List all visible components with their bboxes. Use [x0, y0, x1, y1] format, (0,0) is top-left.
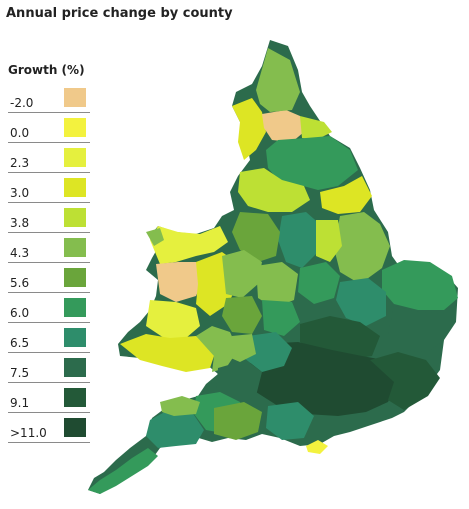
region-north-yorkshire — [266, 136, 358, 190]
legend-label: 0.0 — [10, 126, 30, 140]
legend-row: 4.3 — [8, 233, 90, 263]
region-devon — [146, 408, 204, 448]
legend-label: -2.0 — [10, 96, 34, 110]
legend-label: 3.8 — [10, 216, 30, 230]
region-glamorgan — [196, 326, 238, 372]
legend-row: 6.5 — [8, 323, 90, 353]
legend-label: 4.3 — [10, 246, 30, 260]
legend-swatch — [64, 418, 86, 437]
legend-row: 5.6 — [8, 263, 90, 293]
legend-row: -2.0 — [8, 83, 90, 113]
region-durham — [262, 110, 304, 142]
legend-label: 6.5 — [10, 336, 30, 350]
region-norfolk — [382, 260, 458, 310]
region-ceredigion — [146, 300, 200, 338]
legend-swatch — [64, 148, 86, 167]
region-east-yorkshire — [320, 176, 372, 214]
region-derbyshire — [278, 212, 322, 268]
region-nottinghamshire — [316, 220, 342, 262]
region-cumbria — [232, 98, 266, 160]
region-north-wales — [150, 226, 228, 264]
region-south-wales — [120, 334, 216, 372]
region-warwickshire — [262, 300, 300, 336]
region-kent — [370, 352, 440, 410]
legend-row: 3.8 — [8, 203, 90, 233]
legend-row: 3.0 — [8, 173, 90, 203]
legend-swatch — [64, 238, 86, 257]
legend-swatch — [64, 268, 86, 287]
region-west-midlands — [256, 262, 298, 308]
legend-label: 2.3 — [10, 156, 30, 170]
region-dorset — [214, 402, 262, 440]
region-anglesey — [146, 228, 164, 246]
region-shropshire — [222, 250, 262, 298]
legend-row: 6.0 — [8, 293, 90, 323]
legend-label: 3.0 — [10, 186, 30, 200]
region-gloucestershire — [226, 334, 256, 362]
region-oxfordshire — [244, 332, 292, 372]
legend-row: 7.5 — [8, 353, 90, 383]
region-teesside — [300, 116, 332, 140]
legend-row: 9.1 — [8, 383, 90, 413]
legend-swatch — [64, 358, 86, 377]
legend-rows: -2.0 0.0 2.3 3.0 3.8 4.3 5.6 6.0 6.5 7.5 9.1 >11.0 — [8, 83, 90, 443]
region-north-devon — [160, 396, 200, 416]
legend-label: 9.1 — [10, 396, 30, 410]
legend-title: Growth (%) — [8, 63, 85, 77]
legend-label: 6.0 — [10, 306, 30, 320]
region-leicestershire — [298, 262, 340, 304]
region-staffordshire — [232, 212, 280, 262]
region-gwynedd — [156, 262, 204, 302]
legend-swatch — [64, 388, 86, 407]
legend-row: 2.3 — [8, 143, 90, 173]
region-herefordshire — [222, 296, 262, 334]
region-northumberland — [256, 48, 300, 112]
county-map — [88, 40, 458, 494]
legend-swatch — [64, 208, 86, 227]
region-west-yorkshire — [238, 168, 310, 212]
region-suffolk — [388, 306, 444, 352]
legend-swatch — [64, 298, 86, 317]
legend-label: >11.0 — [10, 426, 47, 440]
region-hampshire — [266, 402, 314, 440]
region-lincolnshire — [334, 212, 390, 284]
legend-swatch — [64, 118, 86, 137]
legend-swatch — [64, 178, 86, 197]
legend-row: >11.0 — [8, 413, 90, 443]
legend-swatch — [64, 328, 86, 347]
region-isle-of-wight — [306, 440, 328, 454]
region-cornwall — [88, 448, 158, 494]
legend-label: 7.5 — [10, 366, 30, 380]
map-title: Annual price change by county — [6, 6, 233, 21]
region-cambridgeshire — [336, 278, 386, 326]
legend: Growth (%) -2.0 0.0 2.3 3.0 3.8 4.3 5.6 6.0 6.5 7… — [8, 63, 90, 443]
legend-swatch — [64, 88, 86, 107]
legend-label: 5.6 — [10, 276, 30, 290]
legend-row: 0.0 — [8, 113, 90, 143]
